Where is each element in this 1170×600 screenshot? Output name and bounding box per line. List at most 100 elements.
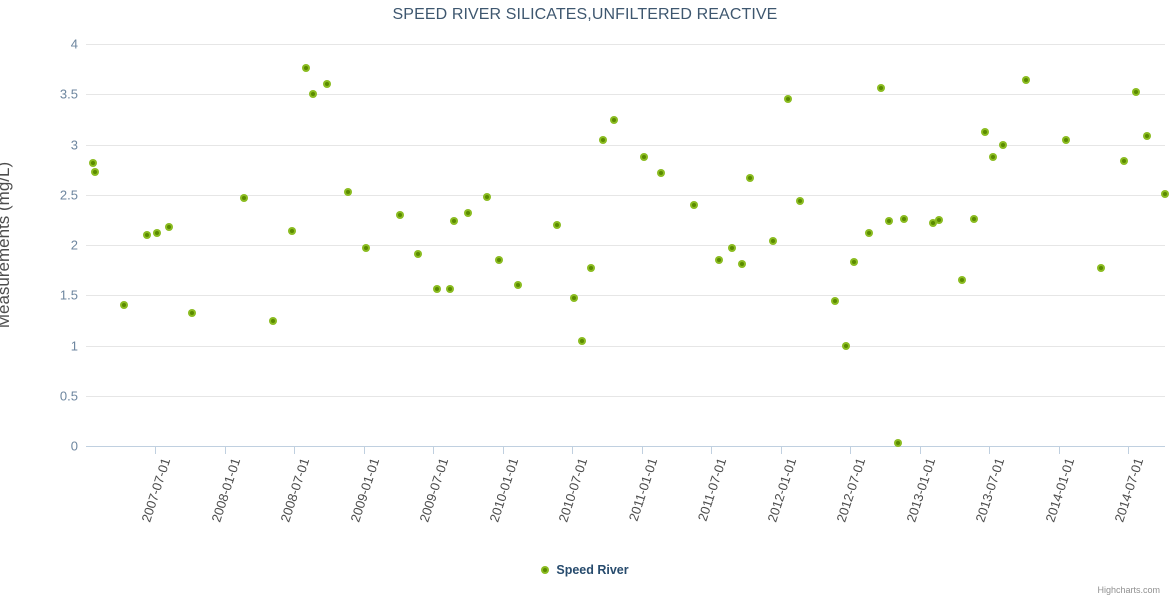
x-axis-tick-label: 2009-07-01 — [416, 456, 452, 524]
x-axis-tick-label: 2014-01-01 — [1042, 456, 1078, 524]
data-point[interactable] — [830, 297, 839, 306]
data-point[interactable] — [89, 158, 98, 167]
data-point[interactable] — [1096, 264, 1105, 273]
x-axis-tick-label: 2014-07-01 — [1111, 456, 1147, 524]
x-axis-tick-label: 2007-07-01 — [138, 456, 174, 524]
x-axis-tick-label: 2013-07-01 — [972, 456, 1008, 524]
gridline — [86, 194, 1165, 196]
data-point[interactable] — [570, 294, 578, 303]
data-point[interactable] — [587, 264, 596, 273]
x-axis-tick-mark — [363, 447, 365, 454]
data-point[interactable] — [91, 167, 100, 176]
data-point[interactable] — [689, 200, 698, 209]
data-point[interactable] — [120, 301, 129, 310]
data-point[interactable] — [768, 236, 777, 245]
data-point[interactable] — [513, 281, 522, 290]
data-point[interactable] — [577, 337, 586, 346]
data-point[interactable] — [639, 152, 648, 161]
x-axis-tick-label: 2009-01-01 — [347, 456, 383, 524]
data-point[interactable] — [849, 258, 858, 267]
data-point[interactable] — [450, 216, 459, 225]
data-point[interactable] — [876, 84, 885, 93]
data-point[interactable] — [309, 90, 318, 99]
data-point[interactable] — [745, 173, 754, 182]
data-point[interactable] — [884, 216, 893, 225]
x-axis-tick-label: 2008-07-01 — [277, 456, 313, 524]
data-point[interactable] — [288, 226, 297, 235]
x-axis-tick-mark — [433, 447, 435, 454]
data-point[interactable] — [464, 208, 473, 217]
data-point[interactable] — [268, 317, 277, 326]
gridline — [86, 395, 1165, 397]
data-point[interactable] — [361, 244, 370, 252]
data-point[interactable] — [929, 218, 938, 227]
y-axis-tick-label: 4 — [70, 36, 78, 52]
data-point[interactable] — [969, 214, 978, 223]
data-point[interactable] — [1160, 189, 1169, 198]
data-point[interactable] — [187, 309, 196, 318]
x-axis-tick-label: 2010-01-01 — [486, 456, 522, 524]
data-point[interactable] — [656, 168, 665, 177]
data-point[interactable] — [784, 95, 793, 104]
gridline — [86, 144, 1165, 146]
x-axis-tick-mark — [224, 447, 226, 454]
gridline — [86, 295, 1165, 297]
x-axis-tick-label: 2008-01-01 — [208, 456, 244, 524]
data-point[interactable] — [842, 341, 851, 350]
data-point[interactable] — [396, 210, 405, 219]
data-point[interactable] — [957, 276, 966, 285]
x-axis-tick-mark — [850, 447, 852, 454]
x-axis-tick-label: 2011-01-01 — [625, 456, 661, 523]
data-point[interactable] — [302, 64, 311, 73]
data-point[interactable] — [164, 222, 173, 231]
data-point[interactable] — [934, 215, 943, 224]
data-point[interactable] — [1021, 76, 1030, 85]
y-axis-tick-label: 0.5 — [59, 388, 78, 404]
y-axis-tick-label: 2.5 — [59, 187, 78, 203]
x-axis-tick-label: 2010-07-01 — [555, 456, 591, 524]
data-point[interactable] — [153, 228, 162, 237]
data-point[interactable] — [598, 136, 607, 145]
data-point[interactable] — [446, 285, 455, 294]
gridline — [86, 245, 1165, 246]
data-point[interactable] — [143, 230, 152, 239]
data-point[interactable] — [483, 192, 492, 201]
data-point[interactable] — [998, 140, 1007, 149]
data-point[interactable] — [1062, 136, 1071, 145]
data-point[interactable] — [865, 228, 874, 237]
data-point[interactable] — [737, 260, 746, 269]
data-point[interactable] — [988, 152, 997, 161]
data-point[interactable] — [714, 256, 723, 265]
x-axis-tick-label: 2012-01-01 — [764, 456, 800, 524]
data-point[interactable] — [494, 256, 503, 265]
data-point[interactable] — [432, 285, 441, 294]
credits-label: Highcharts.com — [1097, 585, 1160, 595]
data-point[interactable] — [322, 80, 331, 89]
x-axis-tick-mark — [780, 447, 782, 454]
y-axis-title: Measurements (mg/L) — [0, 161, 13, 329]
data-point[interactable] — [728, 244, 737, 252]
data-point[interactable] — [894, 438, 903, 447]
data-point[interactable] — [239, 193, 248, 202]
data-point[interactable] — [795, 196, 804, 205]
circle-marker-icon — [541, 566, 550, 574]
data-point[interactable] — [900, 214, 909, 223]
y-axis-tick-label: 3.5 — [59, 86, 78, 102]
data-point[interactable] — [344, 187, 353, 196]
data-point[interactable] — [610, 116, 619, 125]
data-point[interactable] — [981, 128, 990, 137]
data-point[interactable] — [1143, 132, 1152, 141]
x-axis-line — [86, 446, 1165, 447]
data-point[interactable] — [1120, 156, 1129, 165]
chart-legend: Speed River — [0, 563, 1170, 577]
x-axis-tick-mark — [1128, 447, 1130, 454]
x-axis-tick-mark — [155, 447, 157, 454]
data-point[interactable] — [1131, 88, 1140, 97]
x-axis-tick-label: 2013-01-01 — [903, 456, 939, 524]
legend-item-speed-river[interactable]: Speed River — [541, 563, 629, 577]
y-axis-tick-label: 3 — [70, 137, 78, 152]
data-point[interactable] — [413, 250, 422, 259]
x-axis-tick-mark — [502, 447, 504, 454]
data-point[interactable] — [552, 220, 561, 229]
